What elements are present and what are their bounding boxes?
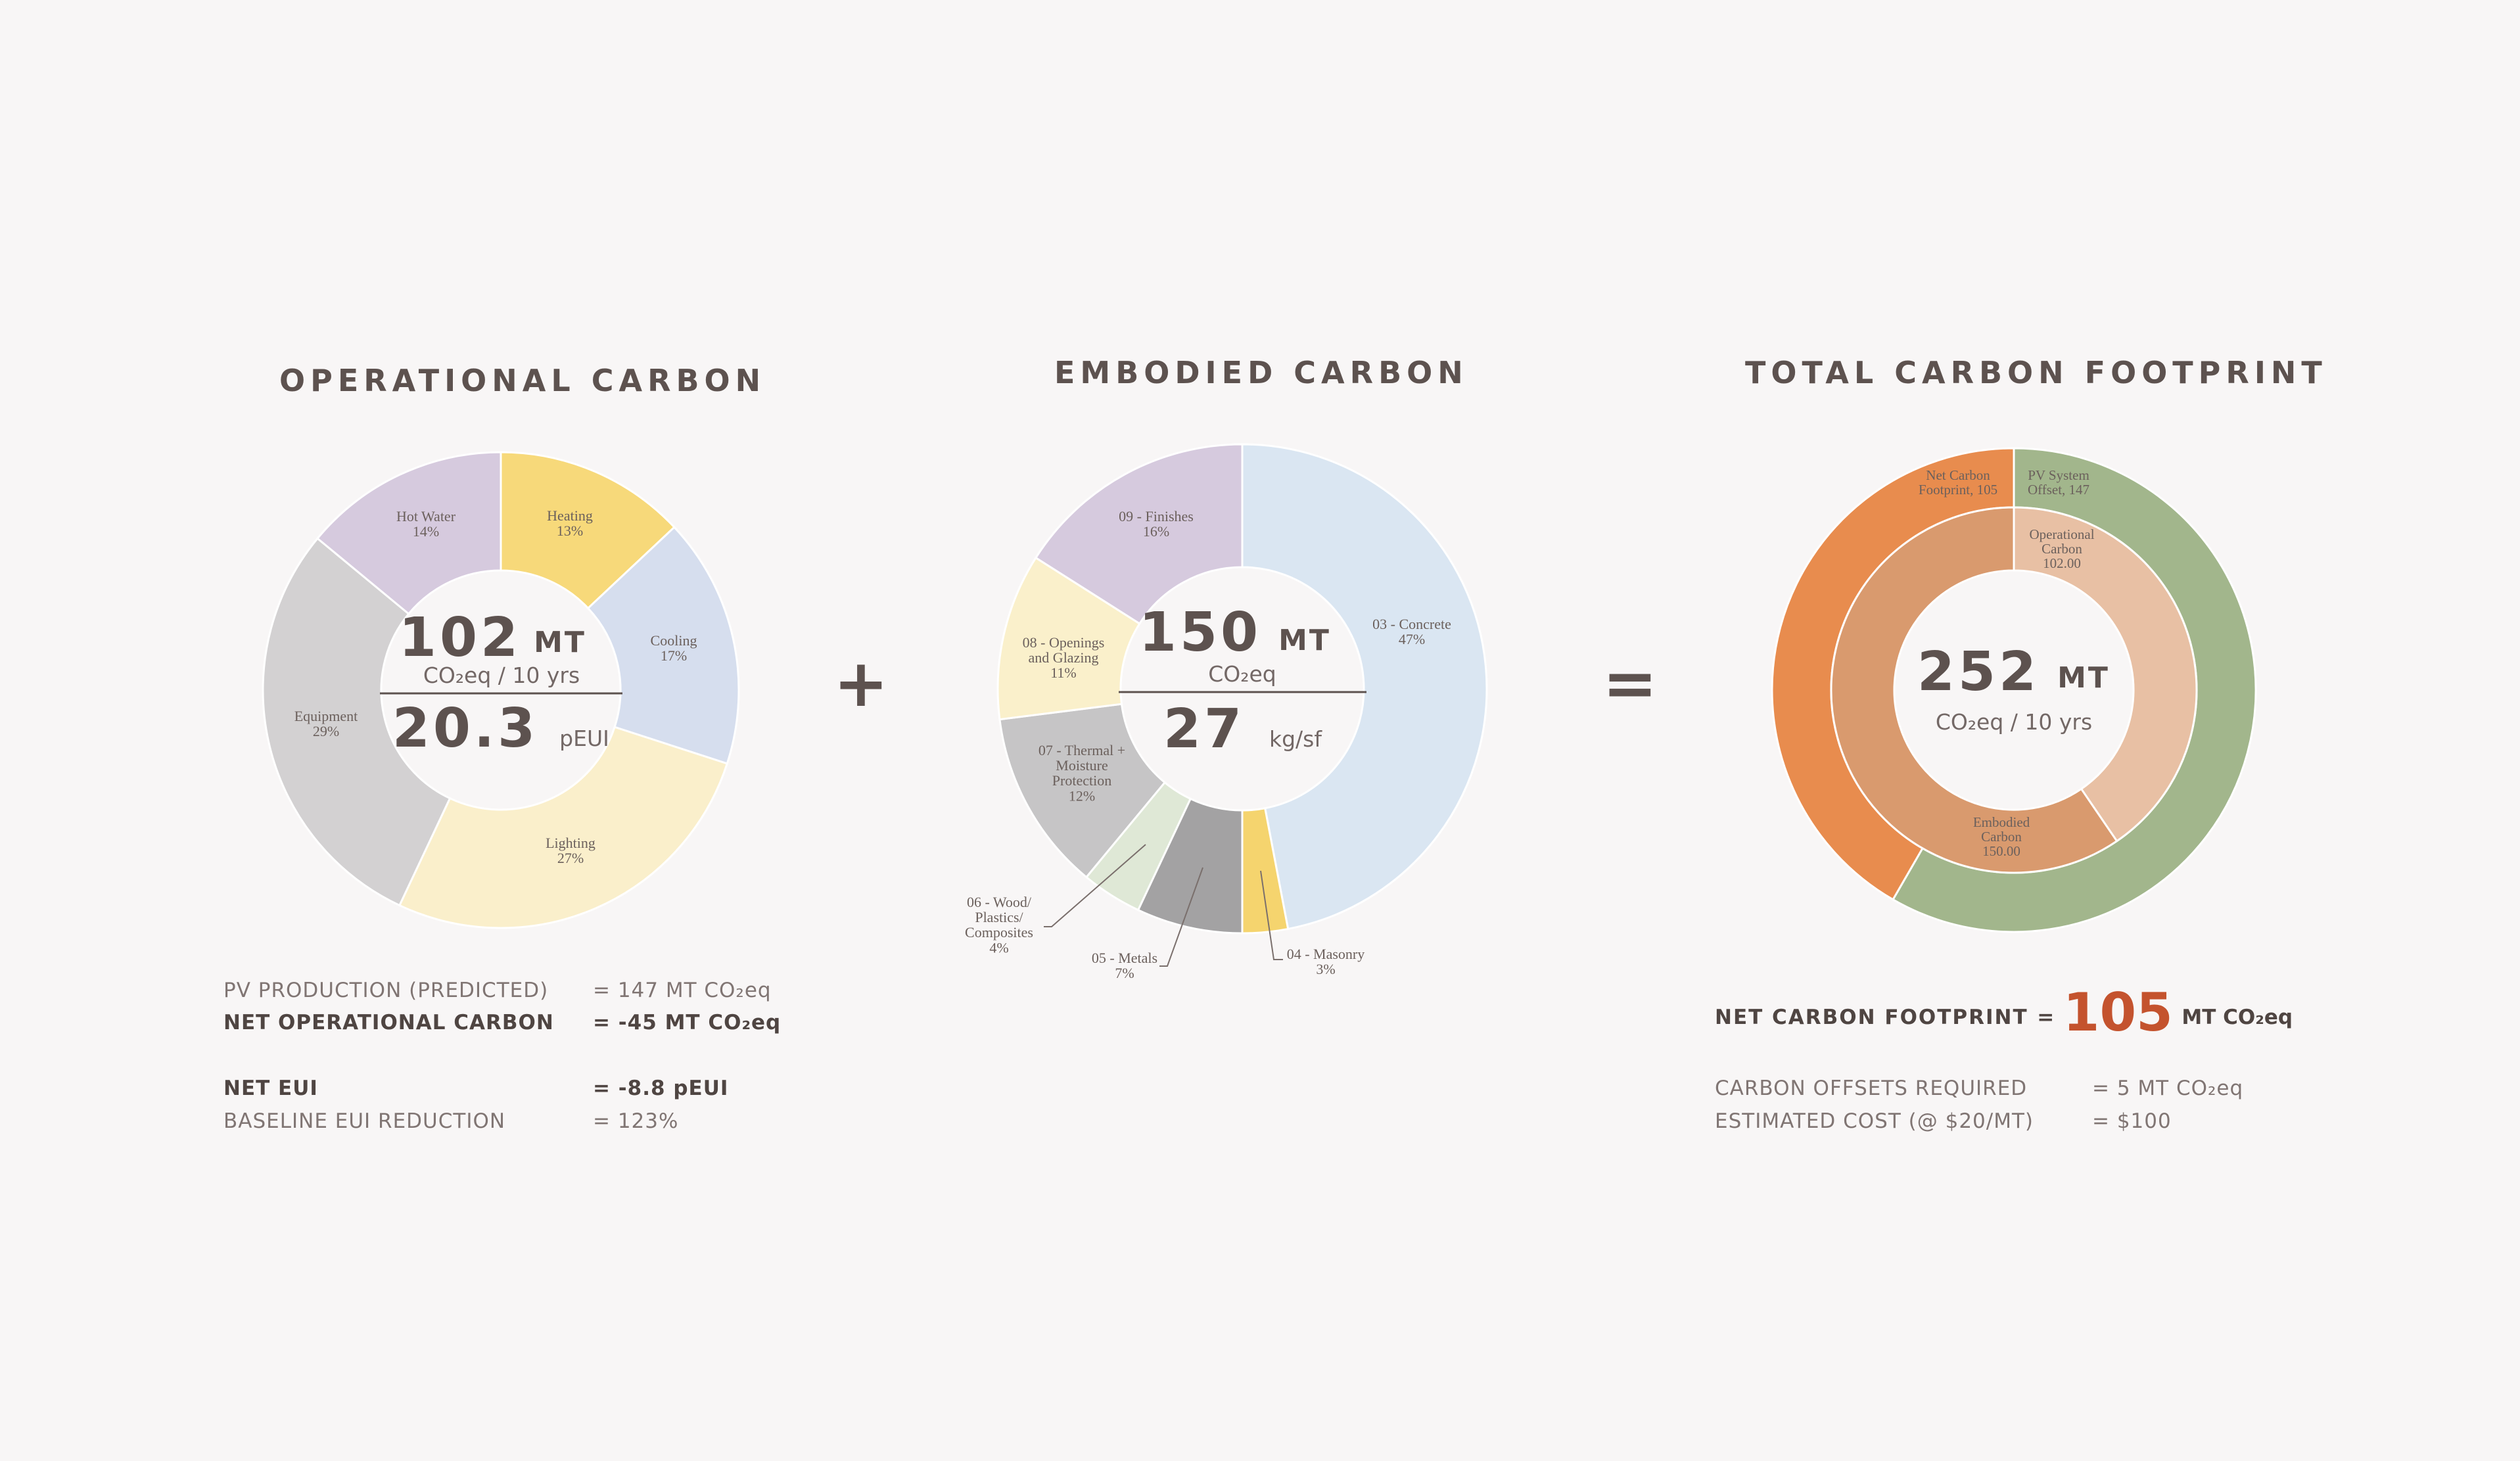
slice-09-finishes [1034,443,1244,625]
stat-label: NET EUI [223,1077,318,1100]
slice-label-08-openings-and-glazing: 08 - Openings and Glazing 11% [1023,634,1105,681]
plus-operator: + [833,645,889,722]
operational-donut-labels: Heating 13% Cooling 17% Lighting 27% Equipment… [294,507,697,866]
operational-center: 102 MT CO₂eq / 10 yrs 20.3 pEUI [380,607,622,760]
slice-label-07-thermal-moisture-protection: 07 - Thermal + Moisture Protection 12% [1038,742,1125,804]
stat-row-net-eui: NET EUI = -8.8 pEUI [223,1077,815,1100]
stat-label: ESTIMATED COST (@ $20/MT) [1715,1109,2034,1133]
embodied-center: 150 MT CO₂eq 27 kg/sf [1119,601,1366,760]
net-carbon-footprint-row: NET CARBON FOOTPRINT = 105 MT CO₂eq [1715,982,2293,1043]
stat-row-net-operational: NET OPERATIONAL CARBON = -45 MT CO₂eq [223,1011,815,1034]
leader-06-wood-plastics-composites [1044,844,1146,927]
slice-label-net-carbon-footprint: Net Carbon Footprint, 105 [1919,467,1997,498]
stat-value: = -45 MT CO₂eq [593,1011,782,1034]
operational-donut [262,451,740,929]
stat-value: = 147 MT CO₂eq [593,979,772,1002]
slice-07-thermal-moisture-protection [998,703,1167,879]
stat-label: NET OPERATIONAL CARBON [223,1011,554,1034]
stat-row-offsets-required: CARBON OFFSETS REQUIRED = 5 MT CO₂eq [1715,1077,2306,1100]
stat-row-pv-production: PV PRODUCTION (PREDICTED) = 147 MT CO₂eq [223,979,815,1002]
leader-04-masonry [1260,870,1283,960]
net-carbon-value: 105 [2063,982,2173,1043]
net-carbon-unit: MT CO₂eq [2182,1006,2293,1029]
slice-label-embodied-carbon: Embodied Carbon 150.00 [1973,814,2030,859]
total-donut-labels: PV System Offset, 147 Net Carbon Footprint,… [1919,467,2095,859]
slice-cooling [586,526,740,765]
stat-value: = -8.8 pEUI [593,1077,729,1100]
net-carbon-eq: = [2037,1006,2055,1029]
slice-label-09-finishes: 09 - Finishes 16% [1119,508,1194,540]
equals-operator: = [1602,645,1658,722]
total-carbon-title: TOTAL CARBON FOOTPRINT [1745,355,2327,390]
stat-label: CARBON OFFSETS REQUIRED [1715,1077,2028,1100]
slice-label-heating: Heating 13% [547,507,593,539]
slice-label-05-metals: 05 - Metals 7% [1092,950,1157,981]
leader-05-metals [1159,867,1203,967]
total-unit-sub: CO₂eq / 10 yrs [1936,709,2092,735]
total-value: 252 [1917,641,2040,703]
embodied-value: 150 [1139,601,1261,664]
embodied-intensity-value: 27 [1163,698,1245,760]
slice-label-operational-carbon: Operational Carbon 102.00 [2029,526,2094,571]
slice-label-06-wood-plastics-composites: 06 - Wood/Plastics/Composites 4% [965,894,1033,956]
operational-unit-sub: CO₂eq / 10 yrs [423,662,580,688]
slice-embodied-carbon [1830,506,2118,874]
slice-label-cooling: Cooling 17% [651,632,697,664]
slice-hot-water [315,451,502,616]
stat-label: BASELINE EUI REDUCTION [223,1109,506,1133]
stat-value: = $100 [2092,1109,2172,1133]
stat-label: PV PRODUCTION (PREDICTED) [223,979,549,1002]
embodied-donut-labels: 03 - Concrete 47% 04 - Masonry 3% 05 - Metal… [965,508,1451,981]
embodied-intensity-unit: kg/sf [1269,726,1322,752]
slice-operational-carbon [2013,506,2198,843]
embodied-donut [996,443,1488,935]
total-unit: MT [2057,661,2110,695]
stat-value: = 5 MT CO₂eq [2092,1077,2244,1100]
slice-label-pv-system-offset: PV System Offset, 147 [2028,467,2089,498]
slice-lighting [398,726,729,929]
slice-heating [500,451,676,610]
embodied-carbon-title: EMBODIED CARBON [1054,355,1468,390]
operational-unit: MT [534,626,586,659]
net-carbon-label: NET CARBON FOOTPRINT [1715,1006,2028,1029]
operational-eui-unit: pEUI [559,726,609,751]
total-center: 252 MT CO₂eq / 10 yrs [1917,641,2110,735]
operational-value: 102 [399,607,521,669]
embodied-unit: MT [1278,624,1331,657]
slice-equipment [262,537,452,907]
slice-03-concrete [1241,443,1488,931]
stat-row-baseline-eui: BASELINE EUI REDUCTION = 123% [223,1109,815,1133]
total-donut [1771,447,2257,933]
slice-label-hot-water: Hot Water 14% [396,508,456,540]
operational-carbon-title: OPERATIONAL CARBON [279,363,766,398]
slice-label-04-masonry: 04 - Masonry 3% [1287,946,1365,977]
embodied-unit-sub: CO₂eq [1208,661,1276,687]
slice-label-lighting: Lighting 27% [546,835,595,866]
operational-eui-value: 20.3 [392,697,538,760]
stat-row-estimated-cost: ESTIMATED COST (@ $20/MT) = $100 [1715,1109,2306,1133]
slice-label-equipment: Equipment 29% [294,708,358,739]
stat-value: = 123% [593,1109,679,1133]
slice-label-03-concrete: 03 - Concrete 47% [1372,616,1451,647]
